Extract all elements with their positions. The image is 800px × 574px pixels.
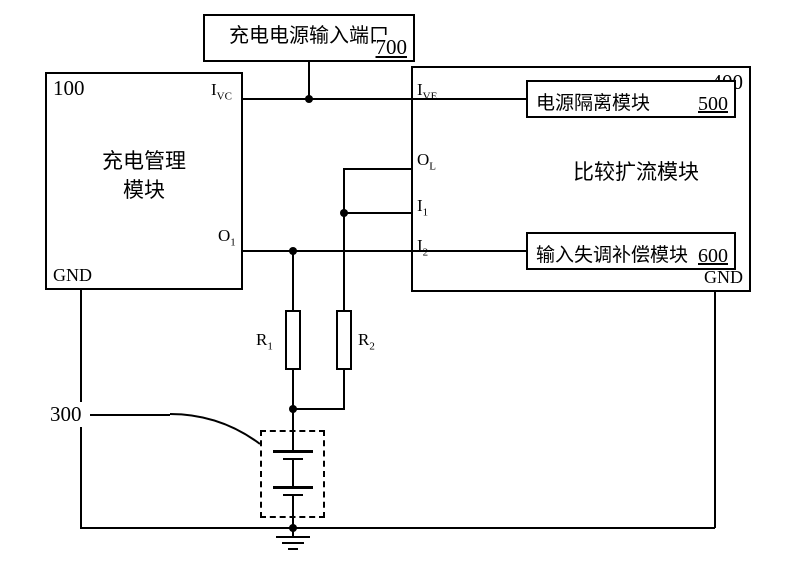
- port-i1: I1: [417, 196, 428, 218]
- port-ivc: IVC: [211, 80, 232, 102]
- leader-curve: [170, 414, 262, 474]
- wire: [343, 212, 413, 214]
- port-i2: I2: [417, 236, 428, 258]
- battery-plate: [273, 450, 313, 453]
- port-ol: OL: [417, 150, 436, 172]
- wire: [292, 430, 294, 450]
- block-500-title: 电源隔离模块: [536, 88, 650, 115]
- block-700-title: 充电电源输入端口: [229, 19, 389, 48]
- wire: [343, 370, 345, 410]
- wire: [308, 62, 310, 99]
- node: [305, 95, 313, 103]
- wire: [292, 408, 294, 430]
- resistor-r1: [285, 310, 301, 370]
- ground-icon: [276, 536, 310, 538]
- wire: [292, 408, 345, 410]
- block-600-title: 输入失调补偿模块: [536, 240, 688, 267]
- block-700-id: 700: [376, 35, 408, 60]
- wire: [243, 98, 526, 100]
- wire: [90, 414, 170, 416]
- block-400-title: 比较扩流模块: [573, 156, 699, 186]
- block-100: 100 充电管理 模块 GND: [45, 72, 243, 290]
- wire: [343, 168, 345, 310]
- wire: [292, 496, 294, 518]
- block-100-id: 100: [53, 76, 85, 101]
- ground-icon: [282, 542, 304, 544]
- wire: [243, 250, 526, 252]
- block-700: 充电电源输入端口 700: [203, 14, 415, 62]
- block-100-gnd: GND: [53, 265, 92, 286]
- wire: [80, 527, 715, 529]
- resistor-r2: [336, 310, 352, 370]
- block-500: 电源隔离模块 500: [526, 80, 736, 118]
- wire: [292, 460, 294, 486]
- block-600: 输入失调补偿模块 600: [526, 232, 736, 270]
- port-o1: O1: [218, 226, 236, 248]
- block-100-title: 充电管理 模块: [102, 147, 186, 206]
- node: [289, 247, 297, 255]
- battery-plate: [273, 486, 313, 489]
- wire: [292, 250, 294, 310]
- label-r2: R2: [358, 330, 375, 352]
- block-500-id: 500: [698, 93, 728, 116]
- label-r1: R1: [256, 330, 273, 352]
- block-400-gnd: GND: [704, 267, 743, 288]
- battery-ref-label: 300: [50, 402, 82, 427]
- ground-icon: [288, 548, 298, 550]
- wire: [343, 168, 413, 170]
- block-600-id: 600: [698, 245, 728, 268]
- wire: [714, 292, 716, 528]
